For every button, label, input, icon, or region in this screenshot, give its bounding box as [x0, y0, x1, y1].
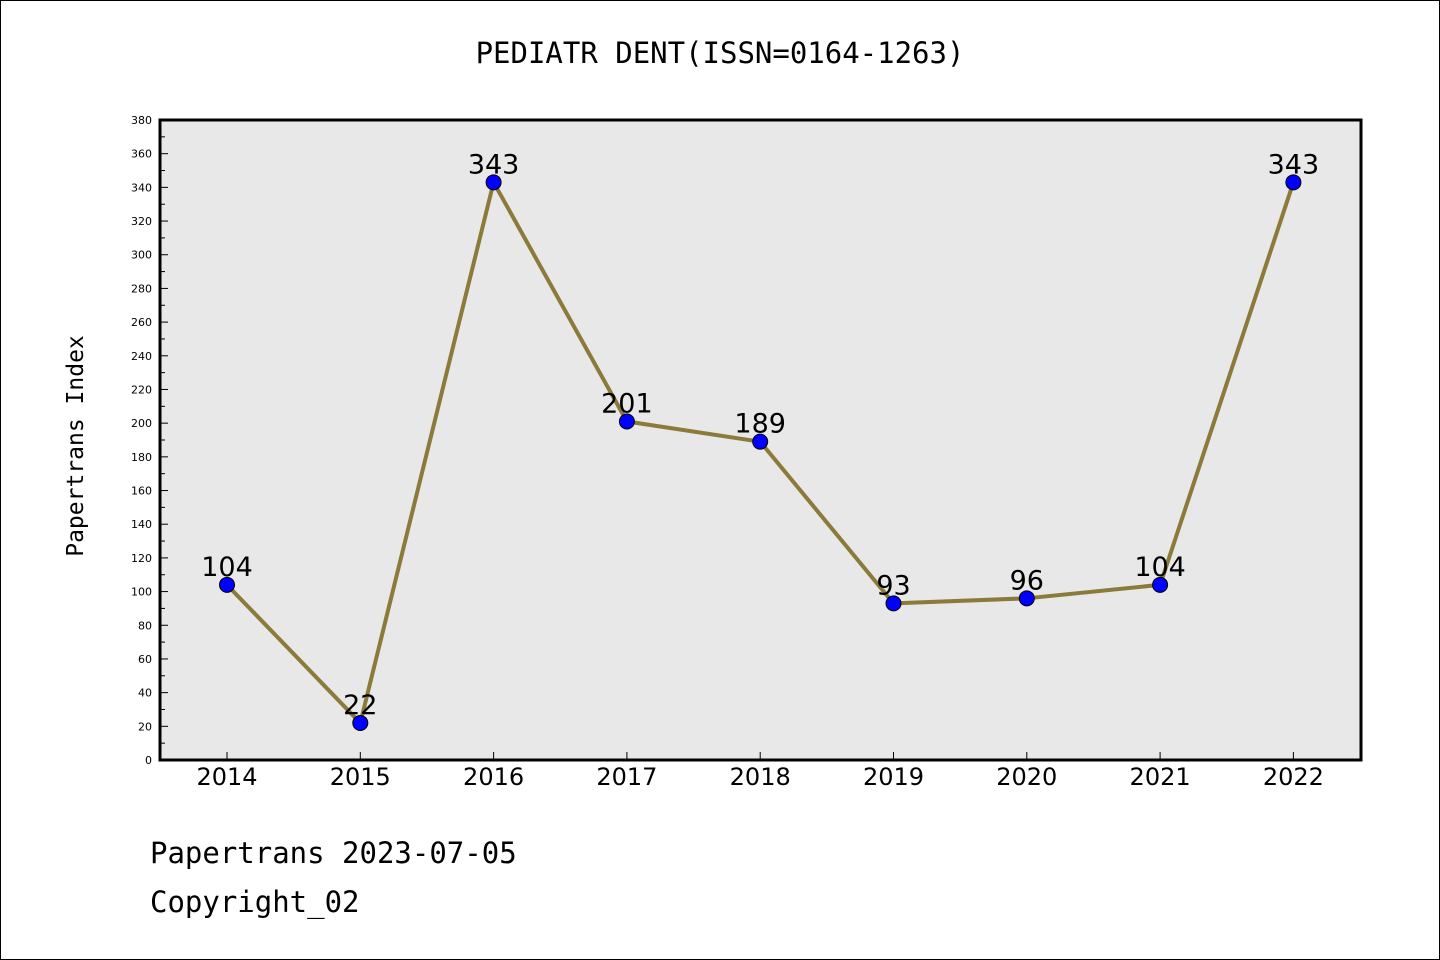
y-tick-label: 60: [138, 653, 152, 666]
data-point-label: 104: [201, 552, 253, 583]
data-point-marker: [752, 433, 769, 450]
y-tick-label: 160: [131, 485, 152, 498]
chart-title: PEDIATR DENT(ISSN=0164-1263): [475, 36, 965, 70]
x-tick-label: 2014: [196, 763, 257, 791]
y-tick-label: 40: [138, 687, 152, 700]
x-tick-label: 2015: [330, 763, 391, 791]
data-point-label: 96: [1010, 565, 1044, 596]
data-point-marker: [885, 595, 902, 612]
y-tick-label: 380: [131, 114, 152, 127]
data-point-marker: [219, 576, 235, 593]
y-tick-label: 0: [145, 754, 152, 767]
data-points: [219, 174, 1302, 731]
x-tick-label: 2017: [596, 763, 657, 791]
x-tick-label: 2016: [463, 763, 524, 791]
x-tick-label: 2019: [863, 763, 924, 791]
data-point-label: 201: [601, 388, 653, 419]
data-point-label: 343: [468, 149, 520, 180]
x-tick-label: 2018: [730, 763, 791, 791]
y-axis: 0 20 40 60 80 100 120 140 160 180 200 220 240 260 280 3…: [131, 114, 168, 767]
y-tick-label: 120: [131, 552, 152, 565]
y-tick-label: 300: [131, 249, 152, 262]
y-tick-label: 180: [131, 451, 152, 464]
x-axis: 2014 2015 2016 2017 2018 2019 2020 2021 2022: [196, 752, 1324, 791]
data-point-label: 343: [1268, 149, 1320, 180]
footer-date: Papertrans 2023-07-05: [150, 836, 517, 870]
y-tick-label: 140: [131, 518, 152, 531]
y-tick-label: 220: [131, 383, 152, 396]
data-point-marker: [485, 174, 502, 191]
footer-copyright: Copyright_02: [150, 885, 360, 919]
data-point-marker: [352, 714, 369, 731]
y-tick-label: 340: [131, 181, 152, 194]
data-point-marker: [1152, 576, 1169, 593]
x-tick-label: 2020: [996, 763, 1057, 791]
plot-border: [158, 118, 1363, 762]
y-tick-label: 360: [131, 148, 152, 161]
y-tick-label: 280: [131, 282, 152, 295]
y-tick-label: 260: [131, 316, 152, 329]
data-point-label: 104: [1134, 552, 1186, 583]
x-tick-label: 2021: [1130, 763, 1191, 791]
data-point-label: 22: [343, 690, 377, 721]
y-tick-label: 20: [138, 720, 152, 733]
y-tick-label: 200: [131, 417, 152, 430]
data-labels: 104 22 343 201 189 93 96 104 343: [201, 149, 1319, 721]
y-tick-label: 80: [138, 619, 152, 632]
y-tick-label: 240: [131, 350, 152, 363]
data-point-label: 189: [734, 409, 786, 440]
data-point-marker: [618, 413, 635, 430]
data-point-marker: [1285, 174, 1302, 191]
data-point-label: 93: [876, 570, 910, 601]
y-tick-label: 320: [131, 215, 152, 228]
data-point-marker: [1018, 590, 1035, 607]
x-tick-label: 2022: [1263, 763, 1324, 791]
y-tick-label: 100: [131, 586, 152, 599]
